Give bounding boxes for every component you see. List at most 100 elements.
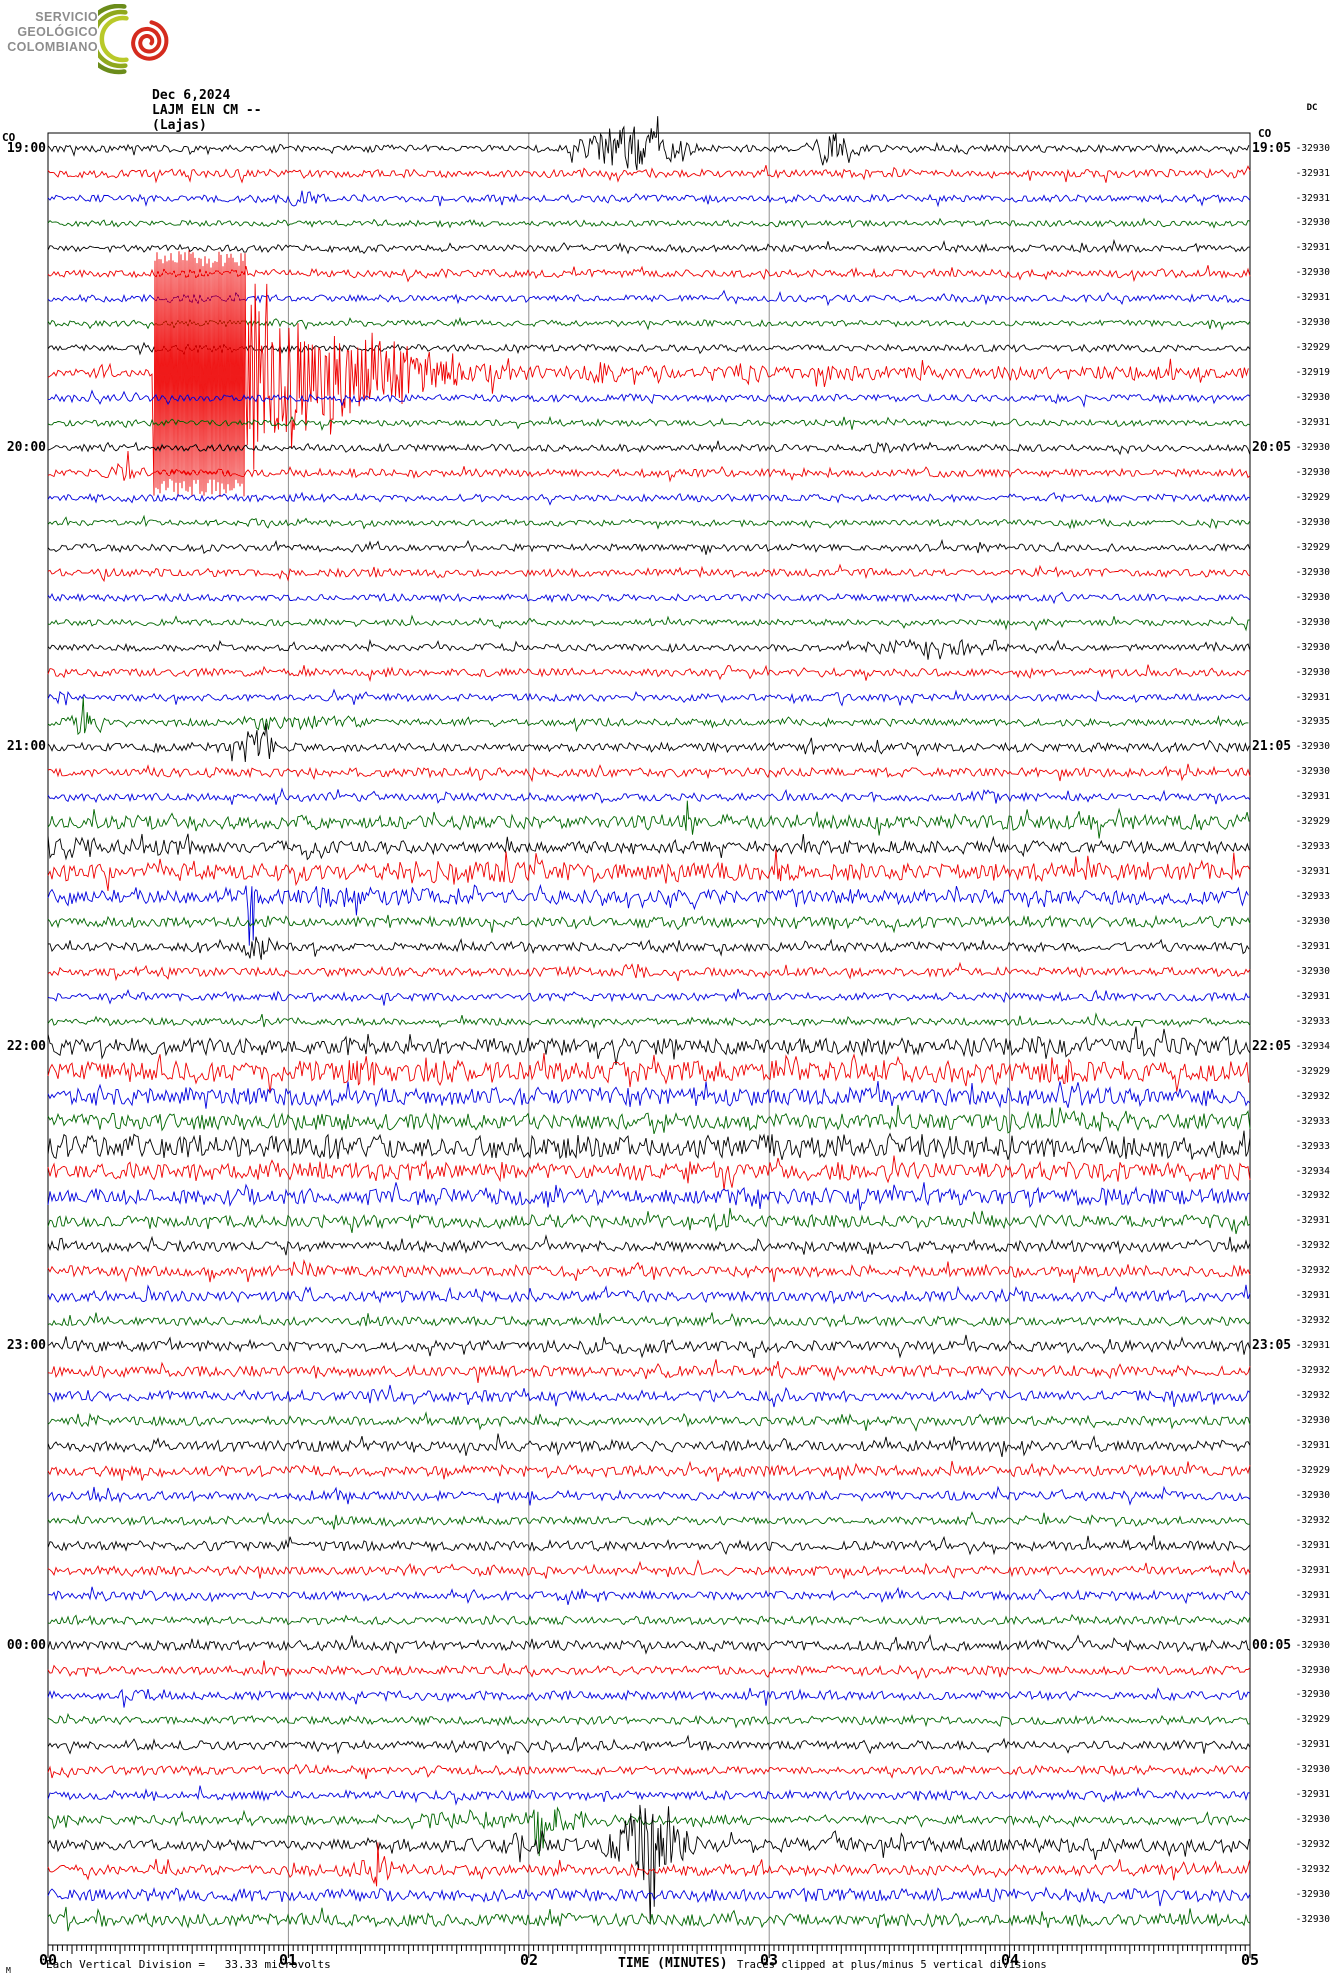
dc-value-0035: -32930 bbox=[1295, 1814, 1330, 1825]
dc-value-1925: -32930 bbox=[1295, 267, 1330, 278]
dc-value-2055: -32935 bbox=[1295, 716, 1330, 727]
trace-row-2130 bbox=[47, 883, 1249, 946]
dc-value-2000: -32930 bbox=[1295, 442, 1330, 453]
trace-row-2030 bbox=[47, 591, 1251, 605]
dc-value-1935: -32930 bbox=[1295, 317, 1330, 328]
dc-value-0050: -32930 bbox=[1295, 1889, 1330, 1900]
axis-title: TIME (MINUTES) bbox=[618, 1956, 728, 1971]
trace-row-2325 bbox=[47, 1460, 1251, 1482]
minute-label-03: 03 bbox=[759, 1951, 779, 1969]
dc-value-2035: -32930 bbox=[1295, 617, 1330, 628]
clip-note: Traces clipped at plus/minus 5 vertical … bbox=[737, 1959, 1047, 1971]
dc-value-2340: -32931 bbox=[1295, 1540, 1330, 1551]
dc-value-0000: -32930 bbox=[1295, 1640, 1330, 1651]
dc-value-2020: -32929 bbox=[1295, 542, 1330, 553]
trace-row-1945 bbox=[47, 250, 1249, 498]
hour-label-right-0005: 00:05 bbox=[1252, 1638, 1292, 1653]
trace-row-0040 bbox=[47, 1804, 1250, 1925]
trace-row-1955 bbox=[47, 415, 1251, 432]
trace-row-2240 bbox=[47, 1234, 1251, 1256]
dc-value-2025: -32930 bbox=[1295, 567, 1330, 578]
trace-row-0005 bbox=[47, 1660, 1251, 1680]
dc-value-2315: -32930 bbox=[1295, 1415, 1330, 1426]
dc-value-2110: -32931 bbox=[1295, 791, 1330, 802]
dc-value-0015: -32929 bbox=[1295, 1714, 1330, 1725]
trace-row-2015 bbox=[47, 514, 1251, 530]
hour-label-right-2305: 23:05 bbox=[1252, 1338, 1292, 1353]
dc-value-0045: -32932 bbox=[1295, 1864, 1330, 1875]
trace-row-2155 bbox=[47, 1012, 1251, 1029]
dc-value-2130: -32933 bbox=[1295, 891, 1330, 902]
hour-label-left-2100: 21:00 bbox=[6, 739, 46, 754]
plot-border bbox=[47, 132, 1251, 1945]
trace-row-2235 bbox=[47, 1207, 1251, 1235]
trace-row-2035 bbox=[47, 614, 1251, 632]
dc-value-1955: -32931 bbox=[1295, 417, 1330, 428]
trace-row-2005 bbox=[47, 450, 1251, 483]
trace-row-2025 bbox=[47, 563, 1251, 583]
trace-row-2350 bbox=[47, 1586, 1251, 1606]
minute-label-05: 05 bbox=[1240, 1951, 1260, 1969]
trace-row-2045 bbox=[47, 664, 1251, 683]
dc-value-2150: -32931 bbox=[1295, 991, 1330, 1002]
dc-value-2140: -32931 bbox=[1295, 941, 1330, 952]
dc-column-header: DC bbox=[1306, 103, 1318, 113]
logo-line-1: SERVICIO bbox=[35, 10, 98, 24]
trace-row-2320 bbox=[47, 1433, 1251, 1458]
trace-row-2340 bbox=[47, 1535, 1251, 1556]
dc-value-1920: -32931 bbox=[1295, 242, 1330, 253]
dc-value-0005: -32930 bbox=[1295, 1665, 1330, 1676]
dc-value-2125: -32931 bbox=[1295, 866, 1330, 877]
dc-value-1910: -32931 bbox=[1295, 193, 1330, 204]
dc-value-2335: -32932 bbox=[1295, 1515, 1330, 1526]
trace-row-2125 bbox=[47, 849, 1251, 891]
trace-row-0050 bbox=[47, 1886, 1251, 1907]
trace-row-2205 bbox=[47, 1052, 1250, 1094]
trace-row-2250 bbox=[47, 1284, 1251, 1305]
dc-value-1940: -32929 bbox=[1295, 342, 1330, 353]
dc-value-2350: -32931 bbox=[1295, 1590, 1330, 1601]
hour-label-right-1905: 19:05 bbox=[1252, 141, 1292, 156]
trace-row-2215 bbox=[47, 1104, 1251, 1135]
dc-value-0025: -32930 bbox=[1295, 1764, 1330, 1775]
trace-row-2245 bbox=[47, 1259, 1251, 1283]
hour-label-left-1900: 19:00 bbox=[6, 141, 46, 156]
trace-row-0000 bbox=[47, 1633, 1251, 1655]
scale-note: Each Vertical Division = 33.33 microvolt… bbox=[46, 1958, 331, 1971]
dc-value-2305: -32932 bbox=[1295, 1365, 1330, 1376]
minute-label-02: 02 bbox=[519, 1951, 539, 1969]
dc-value-2005: -32930 bbox=[1295, 467, 1330, 478]
dc-value-2345: -32931 bbox=[1295, 1565, 1330, 1576]
dc-value-2200: -32934 bbox=[1295, 1041, 1330, 1052]
dc-value-1930: -32931 bbox=[1295, 292, 1330, 303]
trace-row-2120 bbox=[47, 833, 1250, 861]
trace-row-1925 bbox=[47, 265, 1251, 283]
trace-row-0020 bbox=[47, 1734, 1251, 1755]
dc-value-2235: -32931 bbox=[1295, 1215, 1330, 1226]
logo-line-3: COLOMBIANO bbox=[7, 40, 98, 54]
dc-value-1945: -32919 bbox=[1295, 367, 1330, 378]
trace-row-1950 bbox=[47, 389, 1251, 408]
dc-value-2330: -32930 bbox=[1295, 1490, 1330, 1501]
trace-row-2355 bbox=[47, 1613, 1251, 1627]
trace-row-1910 bbox=[47, 190, 1251, 208]
trace-row-2335 bbox=[47, 1511, 1251, 1530]
dc-value-2245: -32932 bbox=[1295, 1265, 1330, 1276]
micro-prefix: M bbox=[6, 1966, 11, 1975]
logo-arc bbox=[98, 4, 127, 75]
dc-value-0055: -32930 bbox=[1295, 1914, 1330, 1925]
trace-row-0045 bbox=[47, 1842, 1251, 1887]
header-place: (Lajas) bbox=[152, 118, 207, 133]
logo-arc bbox=[98, 9, 128, 69]
dc-value-2010: -32929 bbox=[1295, 492, 1330, 503]
trace-row-2050 bbox=[47, 688, 1251, 707]
hour-label-left-2200: 22:00 bbox=[6, 1039, 46, 1054]
hour-label-right-2105: 21:05 bbox=[1252, 739, 1292, 754]
hour-label-left-2000: 20:00 bbox=[6, 440, 46, 455]
dc-value-1950: -32930 bbox=[1295, 392, 1330, 403]
dc-value-2155: -32933 bbox=[1295, 1016, 1330, 1027]
dc-value-2325: -32929 bbox=[1295, 1465, 1330, 1476]
trace-row-2315 bbox=[47, 1411, 1251, 1433]
dc-value-2220: -32933 bbox=[1295, 1141, 1330, 1152]
